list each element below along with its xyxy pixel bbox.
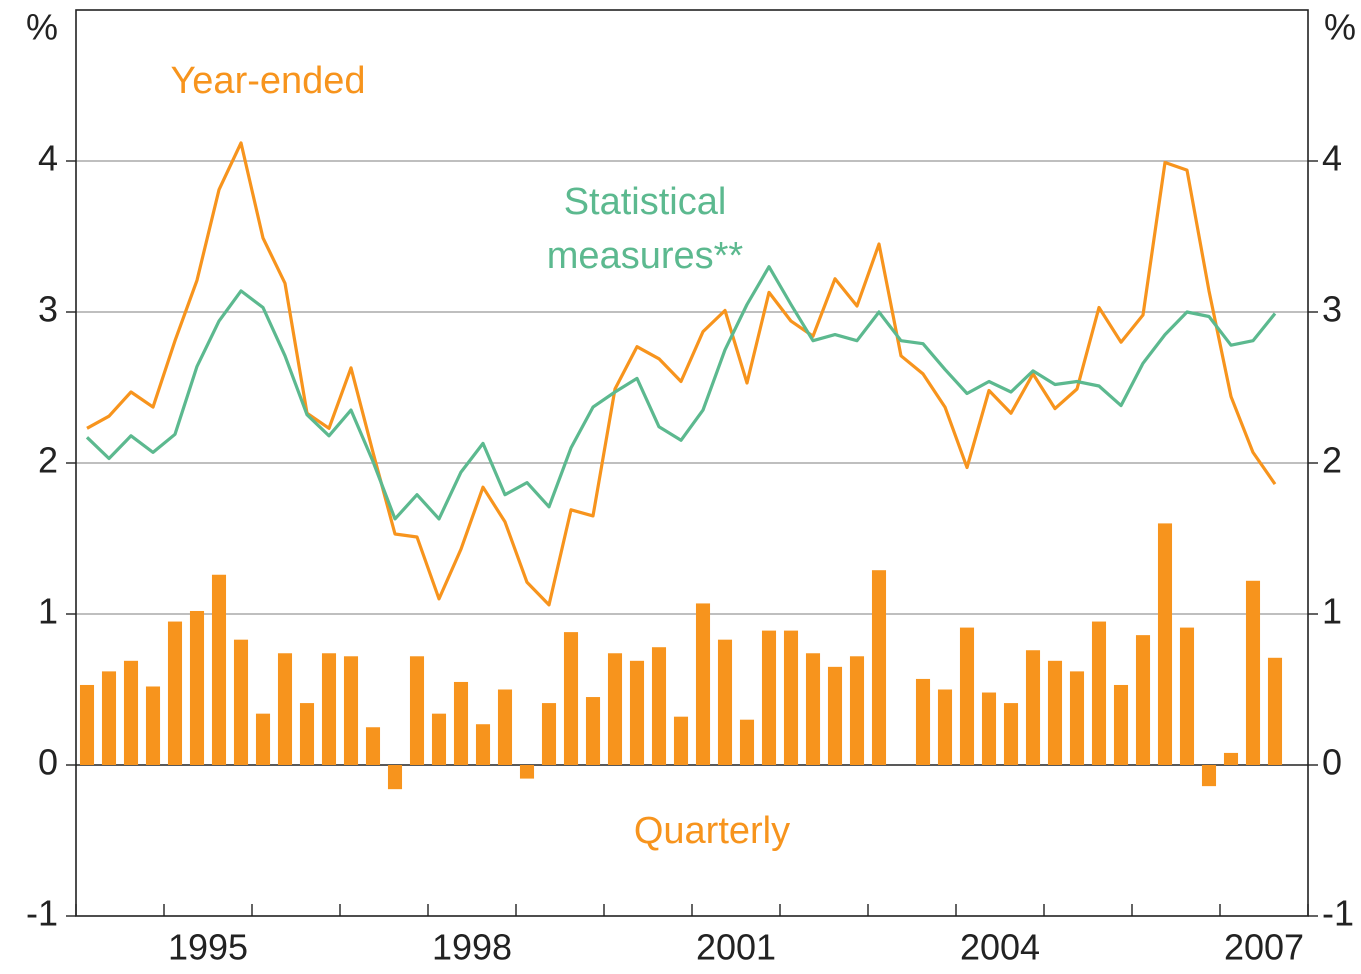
bar xyxy=(827,666,843,765)
bar xyxy=(1223,752,1239,765)
bar xyxy=(1047,660,1063,765)
bar xyxy=(673,716,689,765)
bar xyxy=(629,660,645,765)
bar xyxy=(1069,671,1085,765)
y-tick-label: 1 xyxy=(38,591,58,632)
bar xyxy=(101,671,117,765)
bar xyxy=(189,610,205,765)
bar xyxy=(563,632,579,765)
bar xyxy=(915,678,931,765)
y-tick-label: 4 xyxy=(38,138,58,179)
series-label: Quarterly xyxy=(634,810,790,852)
bar xyxy=(959,627,975,765)
bar xyxy=(871,570,887,765)
bar xyxy=(299,703,315,765)
plot-frame xyxy=(75,9,1309,917)
bar xyxy=(431,713,447,765)
series-label-line: Statistical xyxy=(564,181,727,223)
y2-tick-label: 1 xyxy=(1322,591,1342,632)
y2-tick-label: 4 xyxy=(1322,138,1342,179)
y2-tick-label: 0 xyxy=(1322,742,1342,783)
bar xyxy=(805,653,821,765)
bar xyxy=(1179,627,1195,765)
bar xyxy=(651,647,667,765)
bar xyxy=(981,692,997,765)
bar xyxy=(475,724,491,765)
series-label-line: measures** xyxy=(547,235,744,277)
bar xyxy=(365,727,381,765)
bar xyxy=(937,689,953,765)
x-tick-label: 1995 xyxy=(168,927,248,968)
bar xyxy=(1157,523,1173,765)
bar xyxy=(255,713,271,765)
bar xyxy=(1267,657,1283,765)
bar xyxy=(453,681,469,765)
y2-tick-label: 3 xyxy=(1322,289,1342,330)
y-tick-label: -1 xyxy=(26,893,58,934)
y-tick-label: 2 xyxy=(38,440,58,481)
x-tick-label: 2007 xyxy=(1224,927,1304,968)
bar xyxy=(849,656,865,765)
bar xyxy=(343,656,359,765)
line xyxy=(86,141,1277,607)
bar xyxy=(409,656,425,765)
bar xyxy=(541,703,557,765)
x-tick-label: 1998 xyxy=(432,927,512,968)
line xyxy=(85,265,1277,521)
y-tick-label: 0 xyxy=(38,742,58,783)
y-unit: % xyxy=(26,7,58,48)
x-tick-label: 2004 xyxy=(960,927,1040,968)
bar xyxy=(585,697,601,765)
bar xyxy=(761,630,777,765)
series-label: Year-ended xyxy=(170,60,365,102)
bar xyxy=(167,621,183,765)
bar xyxy=(497,689,513,765)
bar xyxy=(145,686,161,765)
y-tick-label: 3 xyxy=(38,289,58,330)
bar xyxy=(387,765,403,790)
bar xyxy=(211,574,227,765)
bar xyxy=(233,639,249,765)
bar xyxy=(519,765,535,779)
bar xyxy=(1003,703,1019,765)
bar xyxy=(695,603,711,765)
x-tick-label: 2001 xyxy=(696,927,776,968)
bar xyxy=(123,660,139,765)
bar xyxy=(79,684,95,765)
bar xyxy=(607,653,623,765)
bar xyxy=(1245,580,1261,765)
bar xyxy=(1201,765,1217,787)
bar xyxy=(1025,650,1041,765)
y2-unit: % xyxy=(1324,7,1356,48)
bar xyxy=(1091,621,1107,765)
bar xyxy=(717,639,733,765)
series-label: Statistical measures** xyxy=(547,181,744,277)
y2-tick-label: -1 xyxy=(1322,893,1354,934)
bar xyxy=(1113,684,1129,765)
bar xyxy=(277,653,293,765)
bar xyxy=(739,719,755,765)
bar xyxy=(1135,635,1151,765)
bar xyxy=(783,630,799,765)
y2-tick-label: 2 xyxy=(1322,440,1342,481)
bar xyxy=(321,653,337,765)
